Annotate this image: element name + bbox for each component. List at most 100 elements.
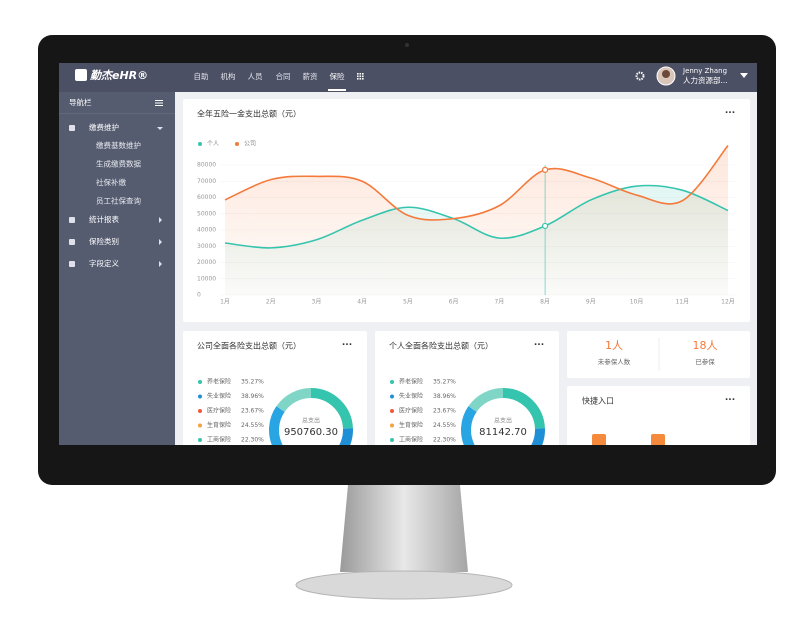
quick-icon[interactable] (592, 434, 606, 446)
y-tick-label: 20000 (197, 259, 216, 266)
menu-item[interactable]: 统计报表 (89, 214, 119, 224)
y-tick-label: 10000 (197, 275, 216, 282)
y-tick-label: 30000 (197, 243, 216, 250)
x-tick-label: 7月 (494, 299, 504, 306)
y-tick-label: 40000 (197, 227, 216, 234)
x-tick-label: 1月 (220, 299, 230, 306)
apps-icon (362, 73, 364, 75)
avatar-head (662, 70, 670, 78)
donut-segment (461, 406, 477, 445)
apps-icon (362, 78, 364, 80)
menu-icon (69, 239, 75, 245)
submenu-item[interactable]: 员工社保查询 (96, 196, 141, 206)
x-tick-label: 9月 (586, 299, 596, 306)
x-tick-label: 8月 (540, 299, 550, 306)
legend-label: 公司 (244, 141, 256, 148)
apps-icon (359, 75, 362, 78)
value-label: 22.30% (241, 437, 264, 444)
hover-point (541, 222, 549, 230)
menu-toggle (155, 105, 163, 106)
apps-icon (357, 73, 359, 75)
apps-icon (359, 78, 362, 80)
stat-label: 已参保 (695, 357, 715, 366)
nav-item[interactable]: 机构 (221, 71, 236, 81)
donut-segment (468, 388, 504, 413)
sidebar-title: 导航栏 (69, 97, 92, 107)
legend-label: 工商保险 (399, 436, 423, 444)
user-name: Jenny Zhang (682, 67, 727, 75)
legend-marker (198, 409, 202, 413)
menu-item[interactable]: 缴费维护 (89, 122, 119, 132)
stat-value: 1人 (605, 339, 623, 352)
donut-segment (339, 428, 353, 445)
legend-marker (390, 438, 394, 442)
nav-item[interactable]: 薪资 (303, 71, 318, 81)
legend-marker (390, 394, 394, 399)
menu-item[interactable]: 保险类别 (89, 236, 119, 246)
more-button[interactable]: ··· (342, 341, 352, 351)
value-label: 22.30% (433, 437, 456, 444)
x-tick-label: 3月 (312, 299, 322, 306)
x-tick-label: 11月 (675, 299, 689, 306)
y-tick-label: 0 (197, 292, 201, 299)
donut-segment (276, 388, 312, 413)
menu-icon (69, 217, 75, 223)
menu-arrow (159, 261, 162, 267)
card-title: 公司全面各险支出总额（元） (197, 341, 301, 351)
donut-segment (269, 406, 285, 445)
logo: 勤杰eHR® (90, 69, 148, 82)
sidebar (59, 92, 175, 445)
menu-icon (69, 125, 75, 131)
series-line (224, 144, 729, 221)
value-label: 38.96% (241, 393, 264, 400)
donut-segment (310, 388, 353, 429)
nav-item[interactable]: 保险 (330, 71, 345, 81)
legend-label: 生育保险 (399, 421, 423, 429)
top-nav (59, 63, 757, 92)
legend-marker (198, 394, 202, 399)
legend-label: 个人 (207, 141, 219, 148)
more-button[interactable]: ··· (534, 341, 544, 351)
x-tick-label: 6月 (449, 299, 459, 306)
value-label: 35.27% (241, 379, 264, 386)
value-label: 24.55% (241, 422, 264, 429)
nav-item[interactable]: 合同 (276, 71, 291, 81)
menu-icon (69, 261, 75, 267)
submenu-item[interactable]: 缴费基数维护 (96, 140, 141, 150)
legend-label: 工商保险 (207, 436, 231, 444)
nav-item[interactable]: 人员 (248, 72, 263, 81)
settings-icon[interactable] (635, 71, 645, 81)
card-title: 个人全面各险支出总额（元） (389, 341, 493, 351)
legend-label: 失业保险 (207, 392, 231, 400)
menu-toggle (155, 102, 163, 104)
legend-marker (198, 142, 202, 146)
sidebar-divider (59, 113, 175, 114)
chart-title: 全年五险一金支出总额（元） (197, 109, 301, 119)
more-button[interactable]: ··· (725, 396, 735, 406)
legend-marker (235, 142, 239, 146)
card (183, 331, 367, 445)
submenu-item[interactable]: 生成缴费数据 (96, 159, 141, 169)
card (375, 331, 559, 445)
value-label: 23.67% (241, 408, 264, 415)
y-tick-label: 50000 (197, 210, 216, 217)
menu-item[interactable]: 字段定义 (89, 258, 119, 268)
y-tick-label: 60000 (197, 194, 216, 201)
menu-arrow (159, 239, 162, 245)
value-label: 23.67% (433, 408, 456, 415)
submenu-item[interactable]: 社保补缴 (96, 177, 126, 187)
user-dropdown[interactable] (740, 73, 748, 78)
series-area (225, 145, 728, 295)
camera (405, 43, 409, 47)
menu-toggle (155, 100, 163, 101)
donut-center-label: 总支出 (302, 417, 320, 425)
x-tick-label: 4月 (357, 299, 367, 306)
more-button[interactable]: ··· (725, 109, 735, 119)
x-tick-label: 2月 (266, 299, 276, 306)
value-label: 35.27% (433, 379, 456, 386)
nav-item[interactable]: 自助 (194, 71, 209, 81)
quick-icon[interactable] (651, 434, 665, 446)
menu-arrow (157, 127, 163, 130)
nav-active-underline (328, 89, 346, 91)
